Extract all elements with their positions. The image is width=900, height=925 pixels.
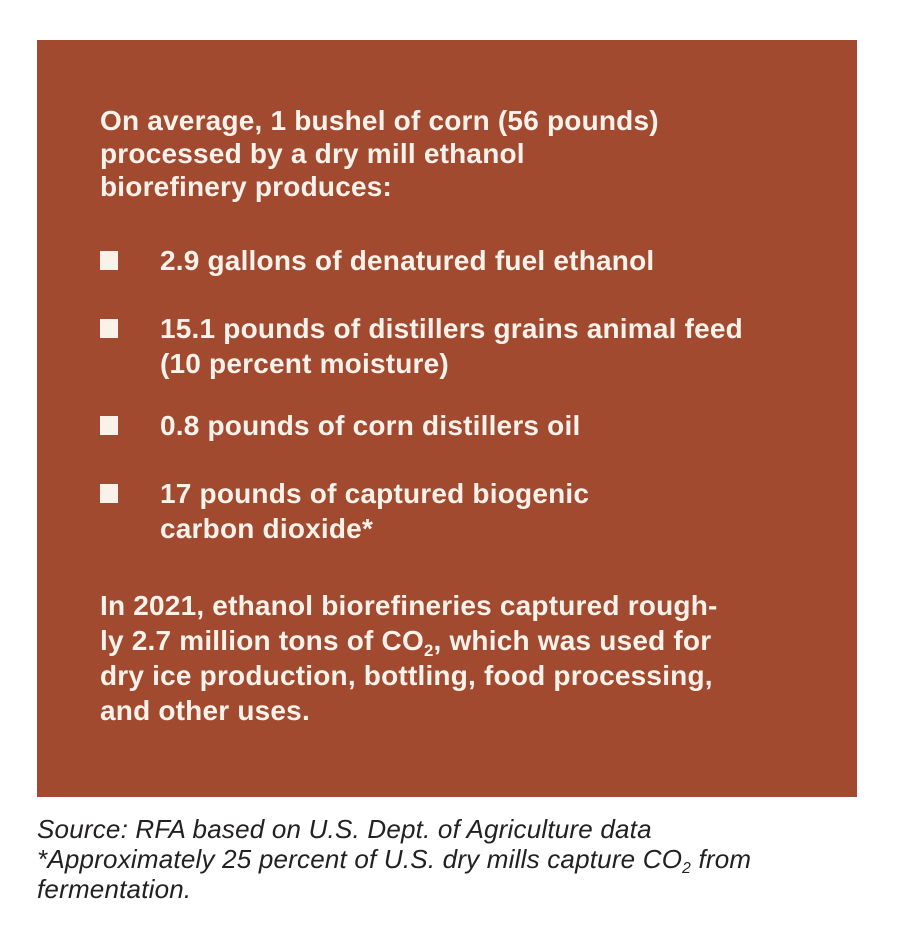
square-bullet-icon	[100, 251, 118, 270]
paragraph-line: In 2021, ethanol biorefineries captured …	[100, 590, 718, 621]
footnote-text: from	[691, 844, 752, 874]
paragraph-line: and other uses.	[100, 695, 310, 726]
bullet-line: (10 percent moisture)	[160, 348, 449, 379]
co2-capture-paragraph: In 2021, ethanol biorefineries captured …	[100, 588, 718, 728]
bullet-line: 0.8 pounds of corn distillers oil	[160, 410, 581, 441]
bullet-line: 15.1 pounds of distillers grains animal …	[160, 313, 743, 344]
source-line: Source: RFA based on U.S. Dept. of Agric…	[37, 814, 652, 844]
list-item: 2.9 gallons of denatured fuel ethanol	[100, 243, 654, 278]
square-bullet-icon	[100, 416, 118, 435]
list-item: 17 pounds of captured biogenic carbon di…	[100, 476, 589, 546]
fact-panel: On average, 1 bushel of corn (56 pounds)…	[37, 40, 857, 797]
paragraph-text: , which was used for	[433, 625, 712, 656]
paragraph-line: ly 2.7 million tons of CO2, which was us…	[100, 623, 718, 660]
bullet-line: carbon dioxide*	[160, 513, 374, 544]
paragraph-line: dry ice production, bottling, food proce…	[100, 660, 713, 691]
panel-heading: On average, 1 bushel of corn (56 pounds)…	[100, 104, 659, 203]
paragraph-text: ly 2.7 million tons of CO	[100, 625, 424, 656]
square-bullet-icon	[100, 484, 118, 503]
footnote-line: *Approximately 25 percent of U.S. dry mi…	[37, 844, 752, 878]
heading-line: On average, 1 bushel of corn (56 pounds)	[100, 105, 659, 136]
list-item: 0.8 pounds of corn distillers oil	[100, 408, 580, 443]
bullet-line: 2.9 gallons of denatured fuel ethanol	[160, 245, 655, 276]
heading-line: processed by a dry mill ethanol	[100, 138, 525, 169]
source-note: Source: RFA based on U.S. Dept. of Agric…	[37, 814, 751, 904]
list-item: 15.1 pounds of distillers grains animal …	[100, 311, 743, 381]
footnote-text: *Approximately 25 percent of U.S. dry mi…	[37, 844, 683, 874]
square-bullet-icon	[100, 319, 118, 338]
bullet-line: 17 pounds of captured biogenic	[160, 478, 590, 509]
co2-subscript: 2	[682, 860, 692, 878]
footnote-line: fermentation.	[37, 874, 192, 904]
heading-line: biorefinery produces:	[100, 171, 393, 202]
co2-subscript: 2	[423, 640, 434, 660]
